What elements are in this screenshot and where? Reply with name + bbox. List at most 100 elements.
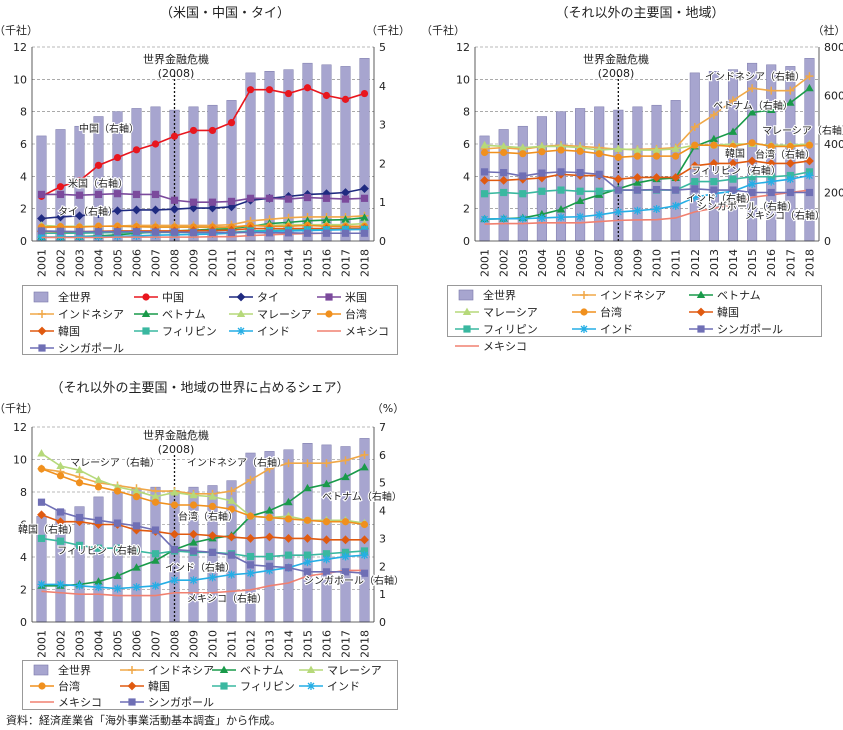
- data-point: [341, 548, 350, 556]
- data-point: [56, 472, 65, 480]
- bar: [245, 72, 256, 242]
- legend-item: ベトナム: [688, 288, 761, 302]
- annotation: インドネシア（右軸）: [705, 70, 805, 83]
- y-tick-right: 2: [379, 560, 386, 573]
- y-tick-left: 10: [456, 73, 470, 86]
- y-tick-left: 4: [20, 170, 27, 183]
- data-point: [518, 143, 527, 151]
- series-line: [41, 466, 365, 587]
- data-point: [246, 512, 255, 520]
- data-point: [246, 552, 255, 561]
- legend-item: タイ: [228, 290, 279, 304]
- x-tick-label: 2010: [651, 249, 664, 277]
- legend-swatch: [455, 345, 479, 347]
- legend-item: マレーシア: [228, 307, 312, 321]
- data-point: [480, 140, 489, 149]
- legend-bar-swatch: [33, 291, 49, 303]
- annotation: ベトナム（右軸）: [713, 99, 793, 112]
- data-point: [37, 580, 46, 589]
- annotation: メキシコ（右軸）: [187, 592, 267, 605]
- legend-label: メキシコ: [483, 340, 527, 353]
- data-point: [500, 169, 508, 177]
- x-tick-label: 2012: [689, 249, 702, 277]
- data-point: [189, 490, 198, 499]
- data-point: [614, 207, 623, 216]
- data-point: [56, 580, 65, 589]
- legend-1: 全世界 中国 タイ 米国 インドネシア ベトナム マレーシア 台湾 韓国 フィリピン インド メキシコ…: [22, 285, 398, 355]
- data-point: [480, 215, 489, 224]
- data-point: [767, 142, 775, 151]
- x-tick-label: 2004: [93, 249, 106, 277]
- crisis-label: 世界金融危機: [143, 52, 209, 66]
- data-point: [189, 501, 198, 509]
- data-point: [75, 513, 84, 522]
- data-point: [633, 206, 642, 215]
- y-tick-right: 5: [379, 41, 386, 54]
- data-point: [132, 583, 141, 592]
- y-tick-left: 2: [20, 203, 27, 216]
- x-tick-label: 2008: [612, 249, 625, 277]
- data-point: [303, 459, 312, 468]
- y-tick-right: 0: [379, 235, 386, 248]
- data-point: [227, 551, 236, 559]
- legend-swatch: [33, 664, 49, 676]
- data-point: [322, 194, 331, 202]
- legend-swatch: [30, 701, 54, 703]
- legend-item: インド: [298, 679, 360, 693]
- x-tick-label: 2009: [188, 249, 201, 277]
- data-point: [786, 175, 795, 184]
- data-point: [189, 228, 198, 237]
- data-point: [227, 228, 236, 237]
- x-tick-label: 2011: [670, 249, 683, 277]
- data-point: [557, 213, 565, 222]
- data-point: [322, 459, 331, 468]
- data-point: [75, 517, 84, 527]
- data-point: [576, 147, 584, 155]
- data-point: [672, 152, 680, 160]
- data-point: [595, 210, 604, 219]
- data-point: [265, 229, 274, 237]
- data-point: [322, 550, 331, 558]
- data-point: [227, 532, 236, 542]
- legend-item: インドネシア: [29, 307, 124, 321]
- data-point: [94, 228, 103, 236]
- data-point: [805, 83, 814, 92]
- data-point: [672, 186, 680, 194]
- y-tick-right: 1: [379, 588, 386, 601]
- y-tick-right: 7: [379, 421, 386, 434]
- data-point: [37, 449, 46, 457]
- data-point: [499, 142, 508, 150]
- data-point: [113, 228, 122, 236]
- right-axis-unit: （%）: [372, 402, 404, 415]
- legend-label: インド: [600, 323, 633, 336]
- bar: [321, 444, 332, 623]
- data-point: [767, 173, 775, 181]
- data-point: [360, 194, 369, 202]
- annotation: 米国（右軸）: [68, 177, 128, 190]
- legend-swatch: [572, 308, 596, 316]
- data-point: [538, 148, 546, 156]
- data-point: [480, 148, 489, 157]
- data-point: [151, 205, 160, 215]
- legend-label: 全世界: [58, 664, 91, 677]
- x-tick-label: 2017: [340, 630, 353, 657]
- right-axis-unit: （社）: [813, 23, 843, 37]
- legend-item: シンガポール: [688, 322, 783, 336]
- legend-label: 韓国: [717, 306, 739, 319]
- data-point: [265, 566, 274, 575]
- data-point: [748, 188, 756, 197]
- series-line: [41, 569, 365, 597]
- data-point: [322, 91, 331, 100]
- x-tick-label: 2004: [536, 249, 549, 277]
- legend-item: 米国: [316, 290, 367, 304]
- y-tick-left: 6: [20, 138, 27, 151]
- legend-marker: [696, 307, 706, 317]
- x-tick-label: 2018: [359, 630, 372, 657]
- data-point: [575, 196, 585, 204]
- legend-label: フィリピン: [240, 680, 295, 693]
- data-point: [94, 516, 103, 524]
- data-point: [595, 187, 603, 195]
- annotation: ベトナム（右軸）: [322, 490, 402, 503]
- x-tick-label: 2017: [340, 249, 353, 277]
- legend-swatch: [689, 290, 713, 298]
